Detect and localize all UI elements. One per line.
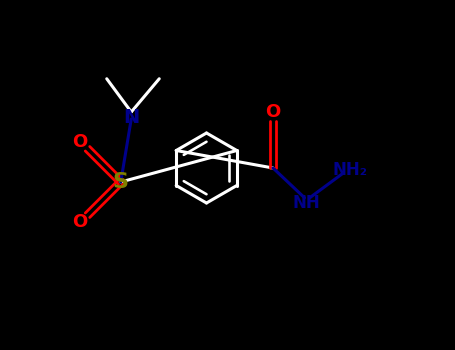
Text: N: N	[123, 108, 139, 127]
Text: NH₂: NH₂	[333, 161, 368, 179]
Text: S: S	[113, 172, 129, 192]
Text: NH: NH	[293, 194, 320, 212]
Text: O: O	[265, 103, 281, 121]
Text: O: O	[72, 213, 87, 231]
Text: O: O	[72, 133, 87, 151]
